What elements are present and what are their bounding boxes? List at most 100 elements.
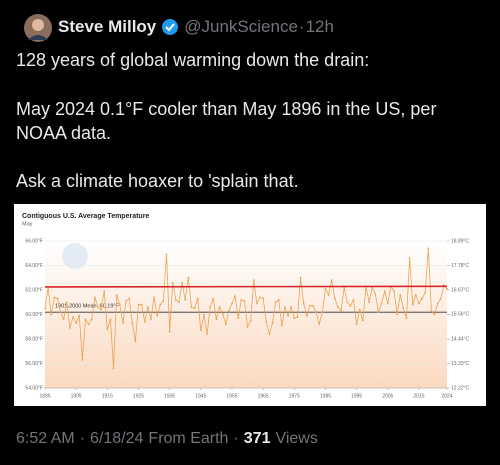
data-point <box>446 287 448 290</box>
data-point <box>134 340 137 343</box>
tweet-header: Steve Milloy @JunkScience · 12h <box>58 17 334 37</box>
data-point <box>299 276 302 279</box>
data-point <box>259 296 261 299</box>
tweet-text: May 2024 0.1°F cooler than May 1896 in t… <box>16 99 437 119</box>
data-point <box>262 297 265 300</box>
data-point <box>284 306 286 309</box>
footer-date: 6/18/24 <box>90 430 144 447</box>
data-point <box>408 257 411 260</box>
data-point <box>358 308 361 311</box>
data-point <box>327 294 330 296</box>
data-point <box>411 303 414 306</box>
x-tick-label: 1965 <box>258 393 269 399</box>
data-point <box>109 318 112 321</box>
data-point <box>140 303 143 306</box>
data-point <box>293 317 296 320</box>
data-point <box>62 318 65 321</box>
data-point <box>112 367 115 370</box>
x-tick-label: 1935 <box>164 393 175 399</box>
separator: · <box>79 430 86 447</box>
data-point <box>386 302 389 305</box>
data-point <box>346 301 349 304</box>
y-tick-label: 58.00°F <box>25 336 43 342</box>
data-point <box>78 314 81 317</box>
data-point <box>308 305 311 307</box>
data-point <box>137 303 140 306</box>
data-point <box>433 313 436 316</box>
data-point <box>424 291 427 294</box>
data-point <box>418 302 420 305</box>
y2-tick-label: 18.89°C <box>451 238 470 244</box>
tweet-footer: 6:52 AM · 6/18/24 From Earth · 371 Views <box>16 430 318 448</box>
data-point <box>181 281 184 284</box>
data-point <box>252 279 255 282</box>
tweet-text: NOAA data. <box>16 123 112 143</box>
data-point <box>203 313 205 316</box>
data-point <box>115 294 118 296</box>
data-point <box>193 307 196 310</box>
mean-label: 1901-2000 Mean: 60.19°F <box>55 304 120 310</box>
x-tick-label: 1995 <box>351 393 362 399</box>
data-point <box>405 317 408 320</box>
y-tick-label: 62.00°F <box>25 287 43 293</box>
data-point <box>380 302 383 305</box>
data-point <box>265 320 268 323</box>
data-point <box>118 303 121 306</box>
y2-tick-label: 17.78°C <box>451 263 470 269</box>
data-point <box>174 298 177 301</box>
data-point <box>159 303 162 306</box>
author-name[interactable]: Steve Milloy <box>58 17 157 36</box>
data-point <box>168 330 171 333</box>
data-point <box>125 300 127 302</box>
post-time[interactable]: 12h <box>305 17 334 36</box>
data-point <box>150 318 152 321</box>
data-line <box>44 248 448 369</box>
data-point <box>153 296 155 299</box>
y-tick-label: 56.00°F <box>25 361 43 367</box>
data-point <box>143 320 146 323</box>
data-point <box>430 309 433 312</box>
y-tick-label: 64.00°F <box>25 263 43 269</box>
data-point <box>290 306 293 309</box>
data-point <box>162 300 165 302</box>
data-point <box>383 290 386 293</box>
chart-title: Contiguous U.S. Average Temperature <box>22 213 149 220</box>
data-point <box>333 297 336 300</box>
y2-tick-label: 12.22°C <box>451 385 470 391</box>
data-point <box>439 297 442 300</box>
y-tick-label: 66.00°F <box>25 238 43 244</box>
data-point <box>146 306 149 309</box>
data-point <box>199 329 202 332</box>
data-point <box>221 312 224 315</box>
data-point <box>97 306 99 309</box>
data-point <box>234 295 236 298</box>
avatar[interactable] <box>24 14 52 42</box>
author-handle[interactable]: @JunkScience <box>184 17 298 36</box>
data-point <box>427 247 430 250</box>
data-point <box>56 297 59 300</box>
data-point <box>305 314 308 317</box>
x-tick-label: 1975 <box>289 393 300 399</box>
data-point <box>106 328 109 331</box>
data-point <box>100 308 102 311</box>
data-point <box>87 323 90 326</box>
data-point <box>81 358 84 361</box>
y2-tick-label: 16.67°C <box>451 287 470 293</box>
data-point <box>190 306 193 309</box>
data-point <box>84 318 87 321</box>
data-point <box>44 307 46 310</box>
data-point <box>396 313 399 316</box>
x-tick-label: 1945 <box>195 393 206 399</box>
data-point <box>93 296 96 299</box>
tweet-text: 128 years of global warming down the dra… <box>16 50 370 70</box>
y2-tick-label: 15.56°C <box>451 312 470 318</box>
data-point <box>50 313 53 316</box>
data-point <box>59 311 62 313</box>
x-tick-label: 1925 <box>133 393 144 399</box>
data-point <box>131 322 134 324</box>
data-point <box>280 324 283 327</box>
data-point <box>414 294 417 296</box>
data-point <box>340 309 342 312</box>
data-point <box>268 333 271 335</box>
views-label: Views <box>275 430 318 447</box>
